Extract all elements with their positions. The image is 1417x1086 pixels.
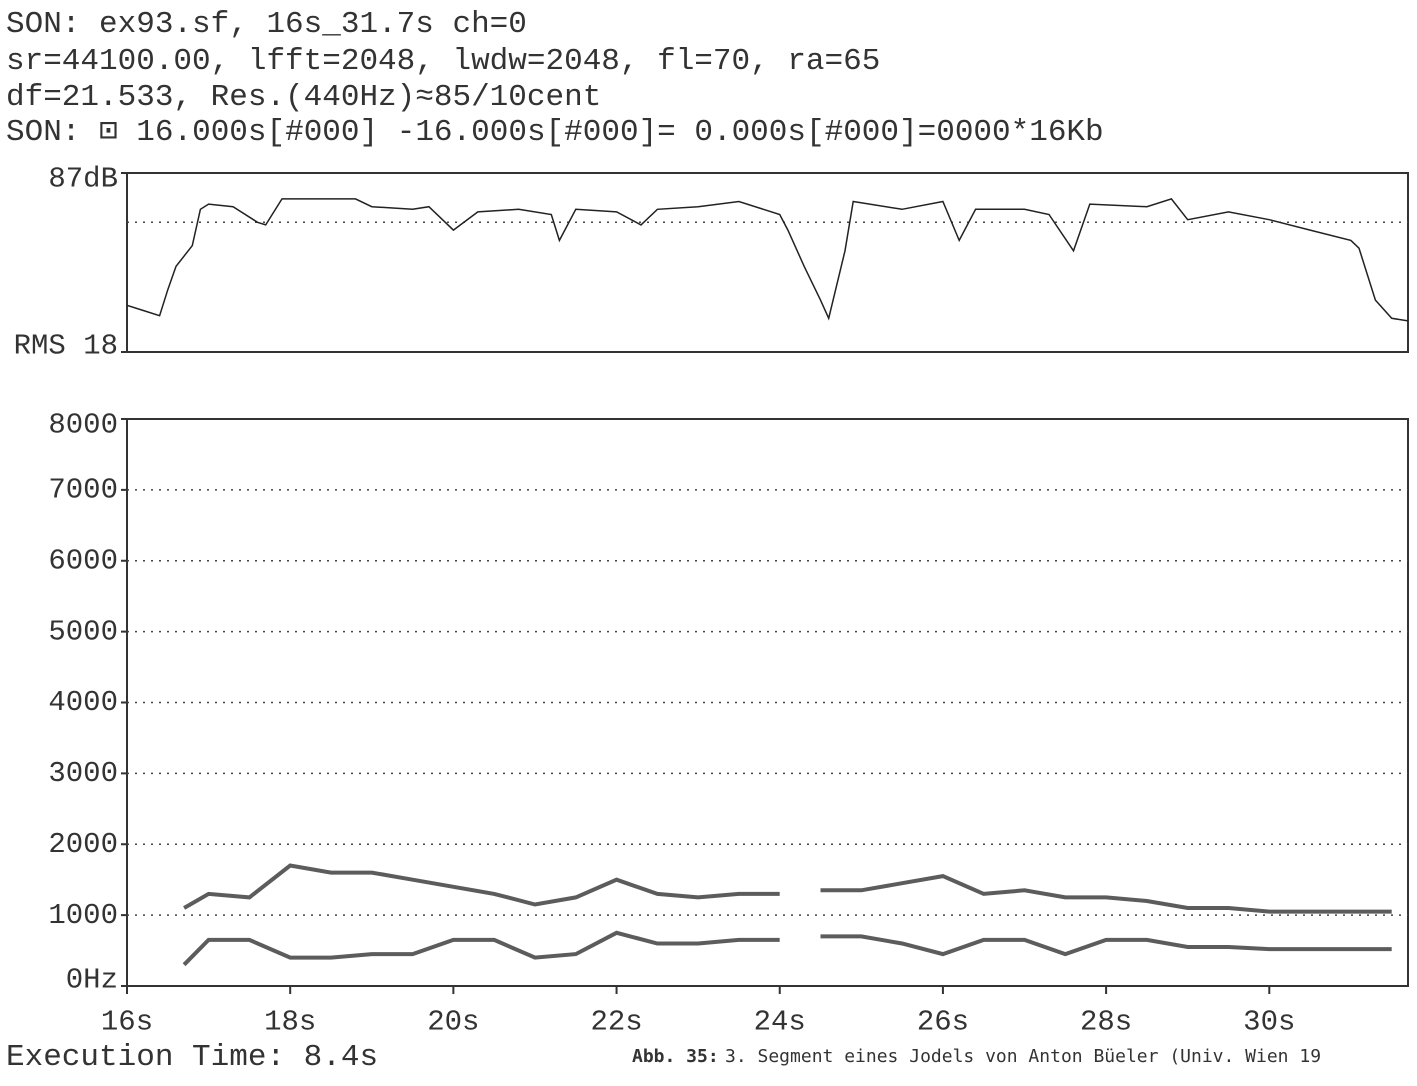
y-tick-label: 6000 [48,544,118,577]
x-tick-label: 16s [101,1006,153,1039]
x-tick-label: 18s [264,1006,316,1039]
y-tick-label: 2000 [48,828,118,861]
header-line: sr=44100.00, lfft=2048, lwdw=2048, fl=70… [6,44,880,79]
header-line: df=21.533, Res.(440Hz)≈85/10cent [6,80,601,115]
x-tick-label: 26s [917,1006,969,1039]
harmonic-track [183,863,1392,914]
y-tick-label: 1000 [48,899,118,932]
caption-text: 3. Segment eines Jodels von Anton Büeler… [725,1046,1321,1067]
y-tick-label: 3000 [48,757,118,790]
y-tick-label: RMS 18 [14,330,118,363]
y-tick-label: 5000 [48,615,118,648]
rms-frame [126,172,1409,353]
header-line: SON: ⊡ 16.000s[#000] -16.000s[#000]= 0.0… [6,115,1104,150]
x-tick-label: 20s [427,1006,479,1039]
execution-time: Execution Time: 8.4s [6,1040,378,1075]
caption-label: Abb. 35: [632,1046,719,1067]
header-line: SON: ex93.sf, 16s_31.7s ch=0 [6,7,527,42]
rms-line [126,198,1409,322]
x-tick-label: 30s [1243,1006,1295,1039]
harmonic-track [182,930,1392,967]
x-tick-label: 24s [754,1006,806,1039]
y-tick-label: 7000 [48,474,118,507]
y-tick-label: 0Hz [66,964,118,997]
y-tick-label: 87dB [48,163,118,196]
x-tick-label: 22s [590,1006,642,1039]
y-tick-label: 8000 [48,409,118,442]
y-tick-label: 4000 [48,686,118,719]
x-tick-label: 28s [1080,1006,1132,1039]
